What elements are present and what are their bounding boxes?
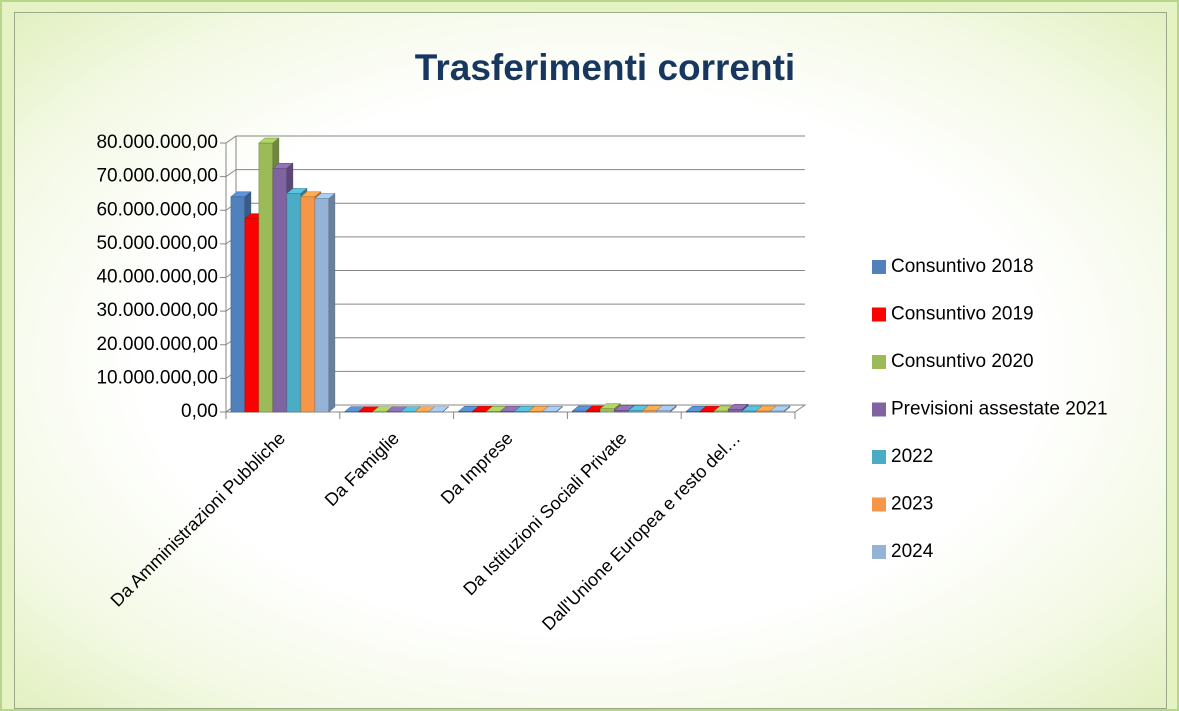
y-tick-label: 80.000.000,00 xyxy=(96,132,218,153)
legend-swatch xyxy=(872,497,886,512)
y-tick-label: 0,00 xyxy=(181,401,218,422)
bar xyxy=(428,406,450,413)
y-tick-label: 70.000.000,00 xyxy=(96,166,218,187)
legend-swatch xyxy=(872,450,886,464)
bar-front xyxy=(600,408,615,413)
bar-side xyxy=(783,405,791,413)
y-tick-label: 60.000.000,00 xyxy=(96,199,218,220)
bar xyxy=(541,405,564,413)
legend-label: Previsioni assestate 2021 xyxy=(891,399,1108,420)
bar xyxy=(314,192,336,413)
legend-label: 2022 xyxy=(891,446,933,467)
bar-front xyxy=(300,196,316,413)
y-tick-label: 40.000.000,00 xyxy=(96,267,218,288)
bar-side xyxy=(556,405,563,413)
y-tick-label: 50.000.000,00 xyxy=(96,233,218,254)
legend-swatch xyxy=(872,402,886,417)
legend-label: 2023 xyxy=(891,494,933,515)
bar-front xyxy=(727,409,743,413)
bar-side xyxy=(328,192,336,413)
bar-side xyxy=(670,405,677,413)
bar xyxy=(655,405,677,413)
bar-front xyxy=(244,218,260,413)
y-tick-label: 20.000.000,00 xyxy=(96,334,218,355)
legend-label: 2024 xyxy=(891,541,934,562)
grid-line-side xyxy=(225,135,237,144)
y-tick-label: 30.000.000,00 xyxy=(96,300,218,321)
bar-front xyxy=(230,196,246,413)
x-tick-label: Da Famiglie xyxy=(321,428,403,510)
bar-front xyxy=(314,198,330,413)
x-tick-label: Dall'Unione Europea e resto del… xyxy=(538,428,744,634)
legend-label: Consuntivo 2020 xyxy=(891,351,1034,372)
chart-area xyxy=(14,12,1167,709)
bar-side xyxy=(442,406,449,413)
legend-label: Consuntivo 2018 xyxy=(891,256,1034,277)
bar-front xyxy=(258,142,274,413)
y-tick-label: 10.000.000,00 xyxy=(96,367,218,388)
legend-swatch xyxy=(872,260,886,274)
chart-title: Trasferimenti correnti xyxy=(415,47,795,88)
legend-swatch xyxy=(872,355,886,369)
grid-line-side xyxy=(225,169,237,178)
bar-front xyxy=(614,410,629,413)
legend-swatch xyxy=(872,307,886,322)
x-tick-label: Da Imprese xyxy=(437,428,517,508)
x-tick-label: Da Amministrazioni Pubbliche xyxy=(107,428,290,611)
bar-front xyxy=(286,193,302,413)
bar-front xyxy=(272,167,288,413)
legend-label: Consuntivo 2019 xyxy=(891,304,1034,325)
legend-swatch xyxy=(872,545,886,559)
bar xyxy=(769,405,791,413)
